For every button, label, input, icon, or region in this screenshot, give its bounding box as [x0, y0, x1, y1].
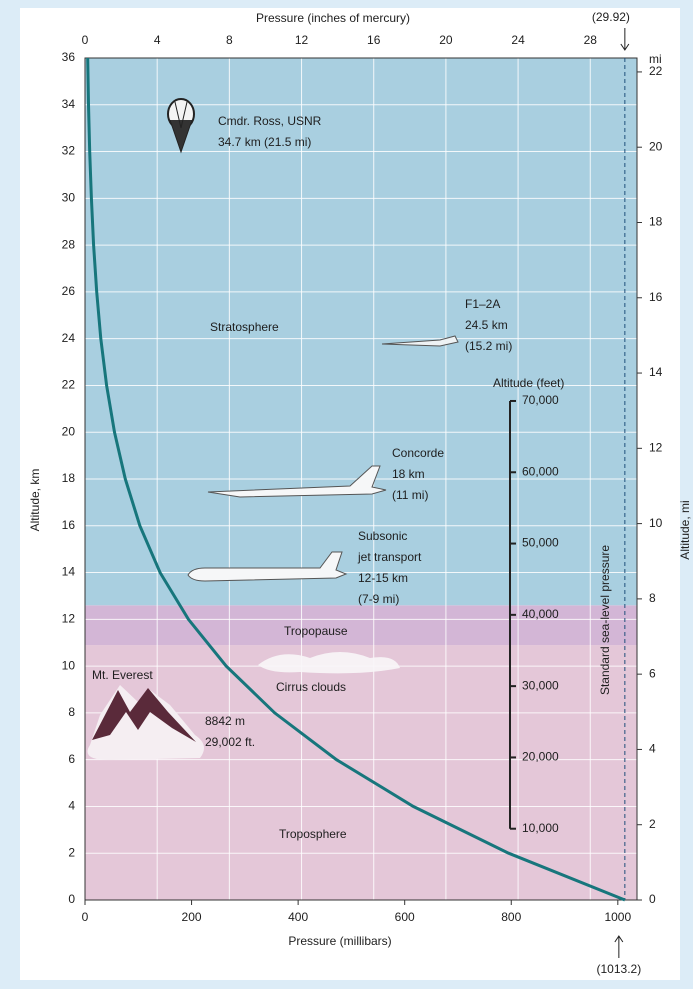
y-tick-label: 34: [62, 97, 76, 111]
annotation: Cirrus clouds: [276, 680, 346, 694]
annotation: 18 km: [392, 467, 425, 481]
feet-tick-label: 50,000: [522, 536, 559, 550]
annotation: (11 mi): [392, 488, 428, 502]
y2-tick-label: 4: [649, 742, 656, 756]
feet-tick-label: 30,000: [522, 678, 559, 692]
y-tick-label: 28: [62, 237, 76, 251]
band-label: Stratosphere: [210, 320, 279, 334]
x2-tick-label: 4: [154, 33, 161, 47]
annotation: 12-15 km: [358, 571, 408, 585]
x2-tick-label: 0: [82, 33, 89, 47]
y2-tick-label: 10: [649, 516, 663, 530]
annotation: 24.5 km: [465, 318, 508, 332]
feet-tick-label: 70,000: [522, 393, 559, 407]
y-tick-label: 12: [62, 612, 76, 626]
y-tick-label: 32: [62, 144, 76, 158]
feet-tick-label: 60,000: [522, 464, 559, 478]
feet-tick-label: 40,000: [522, 607, 559, 621]
band-label: Troposphere: [279, 827, 347, 841]
y-tick-label: 2: [68, 845, 75, 859]
x-tick-label: 200: [182, 910, 202, 924]
y2-tick-label: 6: [649, 666, 656, 680]
y2-tick-label: 2: [649, 817, 656, 831]
annotation: Concorde: [392, 446, 444, 460]
y-tick-label: 0: [68, 892, 75, 906]
y-tick-label: 30: [62, 191, 76, 205]
x2-tick-label: 20: [439, 33, 453, 47]
y2-tick-label: 18: [649, 215, 663, 229]
x2-tick-label: 8: [226, 33, 233, 47]
x2-axis-title: Pressure (inches of mercury): [256, 11, 410, 25]
y-tick-label: 6: [68, 752, 75, 766]
band-label: Tropopause: [284, 624, 348, 638]
y-tick-label: 8: [68, 705, 75, 719]
x-tick-label: 400: [288, 910, 308, 924]
x-tick-label: 1000: [604, 910, 631, 924]
y2-tick-label: 8: [649, 591, 656, 605]
y-tick-label: 26: [62, 284, 76, 298]
feet-axis-title: Altitude (feet): [493, 376, 564, 390]
y-axis-title: Altitude, km: [28, 469, 42, 532]
annotation: 29,002 ft.: [205, 735, 255, 749]
x2-tick-label: 12: [295, 33, 309, 47]
y-tick-label: 10: [62, 658, 76, 672]
x-axis-title: Pressure (millibars): [288, 934, 391, 948]
feet-tick-label: 10,000: [522, 821, 559, 835]
y2-unit: mi: [649, 52, 662, 66]
x-tick-label: 600: [395, 910, 415, 924]
annotation: Mt. Everest: [92, 668, 153, 682]
y2-tick-label: 16: [649, 290, 663, 304]
x-tick-label: 800: [501, 910, 521, 924]
y-tick-label: 4: [68, 799, 75, 813]
x2-tick-label: 16: [367, 33, 381, 47]
y-tick-label: 16: [62, 518, 76, 532]
y-tick-label: 22: [62, 378, 76, 392]
annotation: Subsonic: [358, 529, 407, 543]
sea-level-mb: (1013.2): [597, 962, 642, 976]
y2-tick-label: 20: [649, 139, 663, 153]
y-tick-label: 36: [62, 50, 76, 64]
annotation: 8842 m: [205, 714, 245, 728]
x2-tick-label: 24: [511, 33, 525, 47]
y-tick-label: 14: [62, 565, 76, 579]
annotation: (15.2 mi): [465, 339, 512, 353]
y2-tick-label: 12: [649, 440, 663, 454]
annotation: (7-9 mi): [358, 592, 399, 606]
y-tick-label: 18: [62, 471, 76, 485]
y2-tick-label: 22: [649, 64, 663, 78]
y2-tick-label: 0: [649, 892, 656, 906]
x-tick-label: 0: [82, 910, 89, 924]
annotation: Cmdr. Ross, USNR: [218, 114, 322, 128]
sea-level-label: Standard sea-level pressure: [598, 545, 612, 695]
sea-level-inhg: (29.92): [592, 10, 630, 24]
y-tick-label: 20: [62, 424, 76, 438]
annotation: jet transport: [357, 550, 422, 564]
annotation: 34.7 km (21.5 mi): [218, 135, 311, 149]
annotation: F1–2A: [465, 297, 500, 311]
feet-tick-label: 20,000: [522, 750, 559, 764]
chart: TroposphereTropopauseStratosphere0246810…: [0, 0, 693, 984]
y-tick-label: 24: [62, 331, 76, 345]
x2-tick-label: 28: [584, 33, 598, 47]
y2-tick-label: 14: [649, 365, 663, 379]
y2-axis-title: Altitude, mi: [678, 500, 692, 559]
band: [85, 58, 637, 605]
